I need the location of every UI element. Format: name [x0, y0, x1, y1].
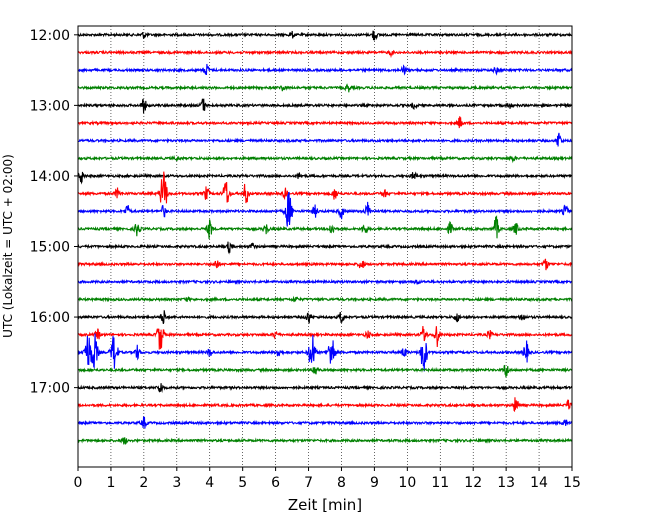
x-tick-label: 11 [431, 475, 449, 491]
x-tick-label: 8 [337, 475, 346, 491]
traces-layer [77, 30, 573, 445]
trace-1700 [77, 383, 573, 394]
x-tick-label: 15 [563, 475, 581, 491]
x-tick-label: 7 [304, 475, 313, 491]
trace-1645 [77, 364, 573, 378]
x-tick-label: 0 [74, 475, 83, 491]
y-axis: 12:00 13:00 14:00 15:00 16:00 17:00 [30, 28, 78, 397]
x-tick-label: 5 [238, 475, 247, 491]
x-tick-label: 12 [464, 475, 482, 491]
x-tick-label: 13 [497, 475, 515, 491]
trace-1400 [77, 171, 573, 185]
trace-1415 [77, 171, 573, 204]
trace-1545 [77, 295, 573, 303]
trace-1230 [77, 63, 573, 76]
trace-1330 [77, 132, 573, 147]
trace-1215 [77, 49, 573, 59]
x-tick-label: 2 [139, 475, 148, 491]
trace-1600 [77, 310, 573, 325]
trace-1500 [77, 241, 573, 255]
y-tick-label: 17:00 [30, 381, 70, 397]
x-tick-label: 9 [370, 475, 379, 491]
trace-1745 [77, 436, 573, 445]
x-axis-label: Zeit [min] [288, 496, 362, 514]
x-tick-label: 3 [172, 475, 181, 491]
x-tick-label: 6 [271, 475, 280, 491]
x-tick-label: 1 [106, 475, 115, 491]
x-tick-label: 4 [205, 475, 214, 491]
trace-1445 [77, 215, 573, 240]
trace-1200 [77, 30, 573, 41]
trace-1730 [77, 416, 573, 429]
trace-1245 [77, 83, 573, 93]
trace-1630 [77, 333, 573, 372]
x-axis: 0 1 2 3 4 5 6 7 8 9 10 11 12 13 14 15 [74, 467, 581, 491]
trace-1615 [77, 325, 573, 350]
y-tick-label: 13:00 [30, 98, 70, 114]
y-tick-label: 16:00 [30, 310, 70, 326]
trace-1515 [77, 258, 573, 271]
x-tick-label: 10 [398, 475, 416, 491]
trace-1300 [77, 98, 573, 114]
trace-1530 [77, 278, 573, 285]
trace-1430 [77, 191, 573, 227]
trace-1345 [77, 154, 573, 164]
y-axis-label: UTC (Lokalzeit = UTC + 02:00) [1, 154, 15, 338]
trace-1715 [77, 397, 573, 413]
x-tick-label: 14 [530, 475, 548, 491]
y-tick-label: 14:00 [30, 169, 70, 185]
trace-1315 [77, 116, 573, 129]
y-tick-label: 12:00 [30, 28, 70, 44]
y-tick-label: 15:00 [30, 240, 70, 256]
